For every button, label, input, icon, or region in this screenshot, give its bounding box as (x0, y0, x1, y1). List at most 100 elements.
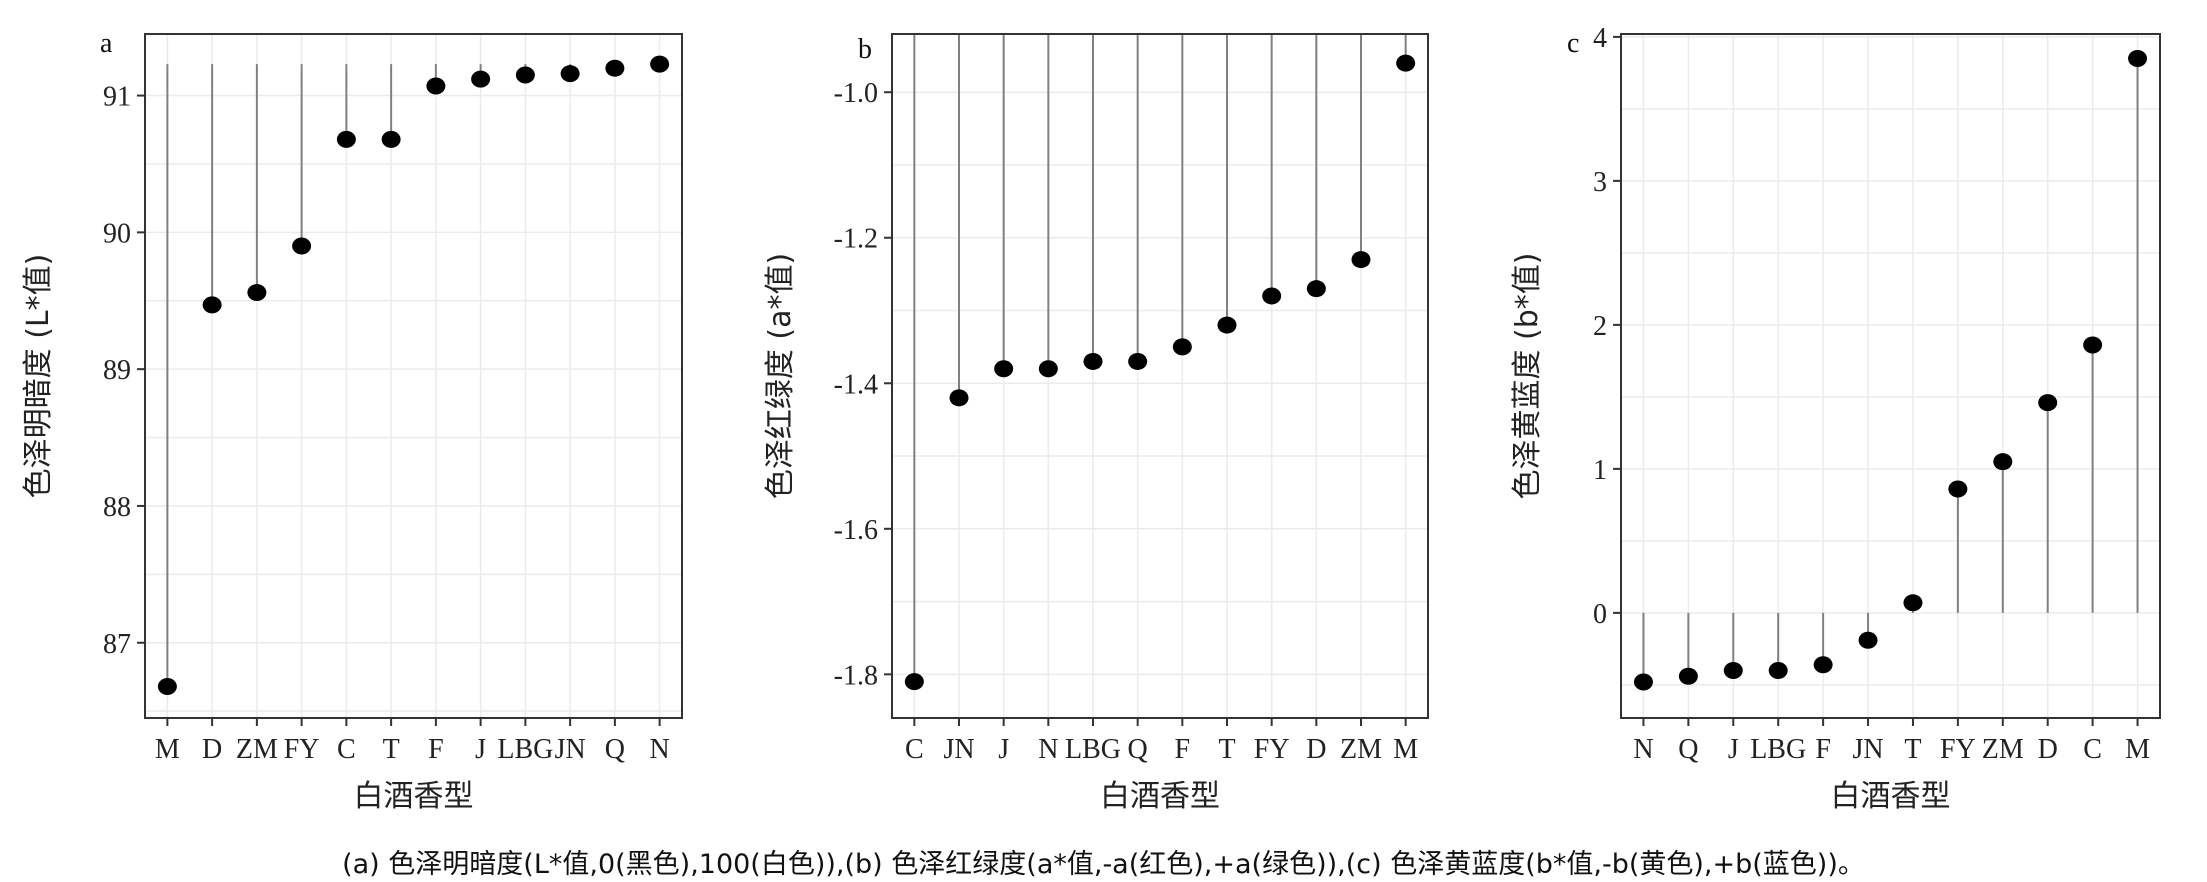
x-tick-label-LBG: LBG (497, 734, 553, 765)
point-D (1306, 280, 1326, 298)
y-tick-label: -1.4 (834, 369, 878, 400)
x-tick-label-FY: FY (284, 734, 320, 765)
point-Q (605, 59, 625, 77)
x-tick-label-T: T (1904, 734, 1921, 765)
x-tick-label-J: J (998, 734, 1009, 765)
x-axis-label: 白酒香型 (354, 779, 474, 814)
x-tick-label-D: D (1306, 734, 1326, 765)
x-tick-label-JN: JN (943, 734, 974, 765)
x-axis-label: 白酒香型 (1831, 779, 1951, 814)
x-tick-label-FY: FY (1940, 734, 1976, 765)
x-tick-label-D: D (2038, 734, 2058, 765)
x-tick-label-FY: FY (1254, 734, 1290, 765)
x-tick-label-Q: Q (605, 734, 625, 765)
point-LBG (515, 66, 535, 84)
x-tick-label-D: D (202, 734, 222, 765)
point-C (904, 673, 924, 691)
x-tick-label-JN: JN (555, 734, 586, 765)
chart-panel-c: 0 1 2 3 4 N Q J LBG F JN T FY ZM D C M 白酒香型 色泽黄蓝度 (b*值) c (1510, 23, 2161, 814)
y-tick-label: 2 (1593, 311, 1607, 342)
point-C (2083, 336, 2103, 354)
point-FY (1262, 287, 1282, 305)
point-J (994, 360, 1014, 378)
x-tick-label-ZM: ZM (1340, 734, 1382, 765)
x-tick-label-C: C (905, 734, 924, 765)
y-tick-label: 88 (103, 492, 131, 523)
figure-caption: (a) 色泽明暗度(L*值,0(黑色),100(白色)),(b) 色泽红绿度(a… (342, 849, 1865, 880)
y-tick-label: -1.0 (834, 78, 878, 109)
point-F (426, 77, 446, 95)
y-tick-label: 90 (103, 218, 131, 249)
panel-label: a (100, 28, 113, 59)
x-tick-label-J: J (475, 734, 486, 765)
y-tick-label: 0 (1593, 599, 1607, 630)
chart-panel-b: -1.8-1.6-1.4-1.2-1.0C JN J N LBG Q F T FY D ZM M白酒香… (763, 33, 1429, 814)
y-axis-label: 色泽黄蓝度 (b*值) (1510, 253, 1545, 500)
point-N (1038, 360, 1058, 378)
plot-frame (144, 33, 683, 719)
y-axis-label: 色泽明暗度 (L*值) (21, 254, 56, 499)
point-M (157, 678, 177, 696)
point-C (336, 130, 356, 148)
point-JN (1858, 631, 1878, 649)
y-tick-label: -1.2 (834, 224, 878, 255)
y-tick-label: 91 (103, 82, 131, 113)
point-J (471, 70, 491, 88)
x-tick-label-Q: Q (1128, 734, 1148, 765)
point-M (1396, 54, 1416, 72)
x-tick-label-J: J (1728, 734, 1739, 765)
x-tick-label-F: F (1175, 734, 1191, 765)
point-M (2128, 49, 2148, 67)
x-tick-label-Q: Q (1678, 734, 1698, 765)
point-J (1723, 661, 1743, 679)
point-LBG (1768, 661, 1788, 679)
y-tick-label: 1 (1593, 455, 1607, 486)
point-F (1172, 338, 1192, 356)
point-LBG (1083, 352, 1103, 370)
y-tick-label: -1.6 (834, 515, 878, 546)
x-tick-label-M: M (2125, 734, 2150, 765)
point-FY (292, 237, 312, 255)
chart-panel-a: 87 88 89 90 91 M D ZM FY C T F J LBG JN Q N 白酒香型 色泽明暗度 (L*… (21, 28, 683, 814)
x-tick-label-JN: JN (1852, 734, 1883, 765)
panel-label: b (858, 34, 872, 65)
point-N (650, 55, 670, 73)
x-tick-label-N: N (1633, 734, 1653, 765)
x-tick-label-F: F (1815, 734, 1831, 765)
y-tick-label: 4 (1593, 23, 1607, 54)
y-tick-label: 87 (103, 629, 131, 660)
y-axis-label: 色泽红绿度 (a*值) (763, 253, 798, 499)
x-tick-label-N: N (650, 734, 670, 765)
y-tick-label: 3 (1593, 167, 1607, 198)
x-tick-label-T: T (1218, 734, 1235, 765)
point-D (202, 296, 222, 314)
point-ZM (247, 284, 267, 302)
point-Q (1128, 352, 1148, 370)
point-D (2038, 394, 2058, 412)
x-tick-label-N: N (1038, 734, 1058, 765)
point-F (1813, 656, 1833, 674)
x-tick-label-T: T (383, 734, 400, 765)
x-tick-label-C: C (337, 734, 356, 765)
x-axis-label: 白酒香型 (1100, 779, 1220, 814)
point-ZM (1993, 453, 2013, 471)
plot-frame (1620, 33, 2161, 719)
x-tick-label-M: M (1393, 734, 1418, 765)
x-tick-label-ZM: ZM (236, 734, 278, 765)
x-tick-label-LBG: LBG (1750, 734, 1806, 765)
point-T (381, 130, 401, 148)
point-N (1633, 673, 1653, 691)
x-tick-label-M: M (155, 734, 180, 765)
point-FY (1948, 480, 1968, 498)
point-T (1217, 316, 1237, 334)
x-tick-label-LBG: LBG (1065, 734, 1121, 765)
y-tick-label: 89 (103, 355, 131, 386)
plot-frame (891, 33, 1429, 719)
panel-label: c (1567, 28, 1579, 59)
point-Q (1678, 667, 1698, 685)
point-JN (949, 389, 969, 407)
point-JN (560, 65, 580, 83)
y-tick-label: -1.8 (834, 660, 878, 691)
x-tick-label-ZM: ZM (1982, 734, 2024, 765)
